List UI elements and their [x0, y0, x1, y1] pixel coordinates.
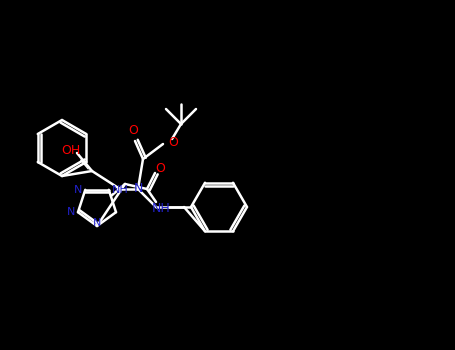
Text: NH: NH [152, 203, 170, 216]
Text: O: O [155, 161, 165, 175]
Text: NH: NH [112, 185, 128, 195]
Text: N: N [133, 182, 143, 196]
Text: N: N [93, 218, 101, 228]
Text: N: N [74, 185, 82, 195]
Text: O: O [128, 125, 138, 138]
Text: OH: OH [61, 145, 81, 158]
Text: N: N [66, 207, 75, 217]
Text: O: O [168, 135, 178, 148]
